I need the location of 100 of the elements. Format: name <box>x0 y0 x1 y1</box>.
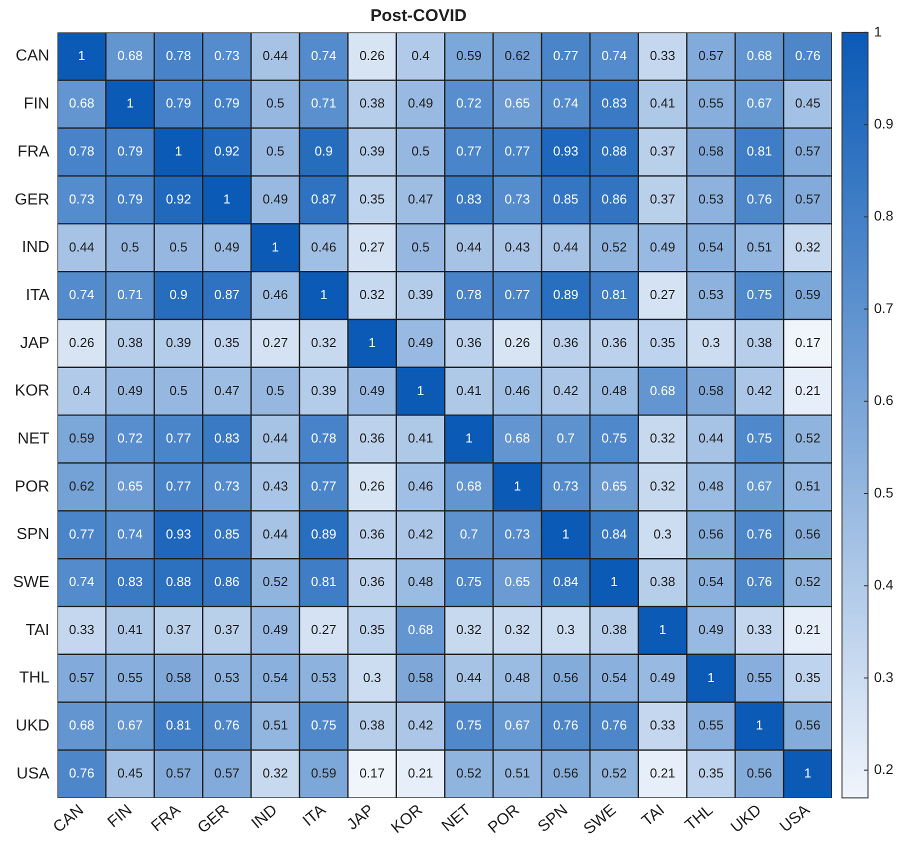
data-label: 0.5 <box>169 239 188 254</box>
data-label: 0.65 <box>602 478 627 494</box>
data-label: 0.26 <box>504 334 530 350</box>
data-label: 0.26 <box>68 334 94 350</box>
data-label: 0.49 <box>359 382 385 398</box>
data-label: 0.79 <box>117 144 143 159</box>
data-label: 0.56 <box>553 670 578 685</box>
data-label: 0.86 <box>602 191 627 206</box>
data-label: 0.32 <box>456 622 482 637</box>
x-tick-label: UKD <box>728 802 765 836</box>
data-label: 0.47 <box>408 191 434 206</box>
data-label: 0.77 <box>553 48 578 63</box>
data-label: 0.39 <box>408 287 434 302</box>
data-label: 0.76 <box>746 526 772 542</box>
data-label: 0.5 <box>411 144 430 159</box>
data-label: 0.59 <box>456 48 482 63</box>
data-label: 0.32 <box>650 478 676 494</box>
data-label: 1 <box>804 766 812 781</box>
data-label: 0.52 <box>602 239 627 254</box>
data-label: 0.42 <box>746 382 772 398</box>
data-label: 0.54 <box>698 574 724 590</box>
data-label: 1 <box>610 574 618 590</box>
data-label: 0.77 <box>166 430 192 446</box>
data-label: 0.77 <box>504 287 530 302</box>
data-label: 0.36 <box>359 574 385 590</box>
data-label: 0.44 <box>456 239 482 254</box>
color-bar-label: 0.7 <box>874 300 894 316</box>
data-label: 0.79 <box>117 191 143 206</box>
data-label: 0.41 <box>650 96 676 111</box>
data-label: 0.4 <box>411 48 430 63</box>
data-label: 0.36 <box>456 334 482 350</box>
data-label: 0.46 <box>504 382 530 398</box>
data-label: 0.52 <box>262 574 288 590</box>
data-label: 0.7 <box>460 526 478 542</box>
y-tick-label: JAP <box>20 334 50 352</box>
data-label: 0.42 <box>553 382 578 398</box>
y-tick-label: THL <box>19 670 50 687</box>
data-label: 0.68 <box>68 96 94 111</box>
data-label: 0.35 <box>214 334 240 350</box>
data-label: 0.5 <box>411 239 430 254</box>
data-label: 0.55 <box>698 96 724 111</box>
data-label: 0.77 <box>166 478 192 494</box>
data-label: 0.43 <box>262 478 288 494</box>
data-label: 0.89 <box>311 526 336 542</box>
data-label: 0.42 <box>408 526 434 542</box>
data-label: 0.33 <box>68 622 94 637</box>
data-label: 0.68 <box>746 48 772 63</box>
x-tick-label: SPN <box>535 802 572 836</box>
data-label: 0.74 <box>602 48 627 63</box>
data-label: 0.92 <box>214 144 240 159</box>
data-label: 0.56 <box>795 718 820 733</box>
data-label: 0.75 <box>746 287 772 302</box>
data-label: 0.52 <box>795 574 820 590</box>
data-label: 0.21 <box>408 766 434 781</box>
data-label: 0.87 <box>214 287 240 302</box>
data-label: 0.45 <box>795 96 820 111</box>
y-tick-label: UKD <box>16 718 50 735</box>
data-label: 0.85 <box>214 526 240 542</box>
data-label: 0.48 <box>602 382 627 398</box>
data-label: 0.68 <box>408 622 434 637</box>
data-label: 0.62 <box>504 48 530 63</box>
data-label: 0.72 <box>456 96 482 111</box>
data-label: 0.68 <box>117 48 143 63</box>
data-label: 0.73 <box>214 48 240 63</box>
data-label: 0.78 <box>456 287 482 302</box>
data-label: 0.32 <box>311 334 336 350</box>
data-label: 0.48 <box>504 670 530 685</box>
y-tick-label: IND <box>22 239 50 256</box>
data-label: 0.67 <box>746 478 772 494</box>
data-label: 0.39 <box>359 144 385 159</box>
data-label: 0.38 <box>746 334 772 350</box>
data-label: 0.35 <box>795 670 820 685</box>
data-label: 0.5 <box>121 239 140 254</box>
data-label: 1 <box>514 478 521 494</box>
data-label: 0.44 <box>456 670 482 685</box>
data-label: 0.35 <box>650 334 676 350</box>
data-label: 0.83 <box>456 191 482 206</box>
data-label: 0.46 <box>311 239 336 254</box>
data-label: 0.53 <box>311 670 336 685</box>
data-label: 0.58 <box>698 144 724 159</box>
data-label: 0.75 <box>602 430 627 446</box>
data-label: 0.33 <box>746 622 772 637</box>
data-label: 1 <box>756 718 764 733</box>
data-label: 0.45 <box>117 766 143 781</box>
data-label: 0.7 <box>556 430 575 446</box>
data-label: 0.67 <box>746 96 772 111</box>
x-tick-label: CAN <box>50 802 88 836</box>
color-bar-label: 0.8 <box>874 208 894 224</box>
data-label: 0.73 <box>553 478 578 494</box>
data-label: 0.35 <box>698 766 724 781</box>
data-label: 0.57 <box>795 191 820 206</box>
color-bar-label: 0.9 <box>874 115 894 132</box>
data-label: 0.44 <box>262 48 288 63</box>
data-label: 0.81 <box>311 574 336 590</box>
data-label: 0.32 <box>504 622 530 637</box>
data-label: 0.78 <box>311 430 336 446</box>
data-label: 0.71 <box>117 287 143 302</box>
data-label: 0.27 <box>359 239 385 254</box>
data-label: 0.57 <box>698 48 724 63</box>
data-label: 0.55 <box>698 718 724 733</box>
